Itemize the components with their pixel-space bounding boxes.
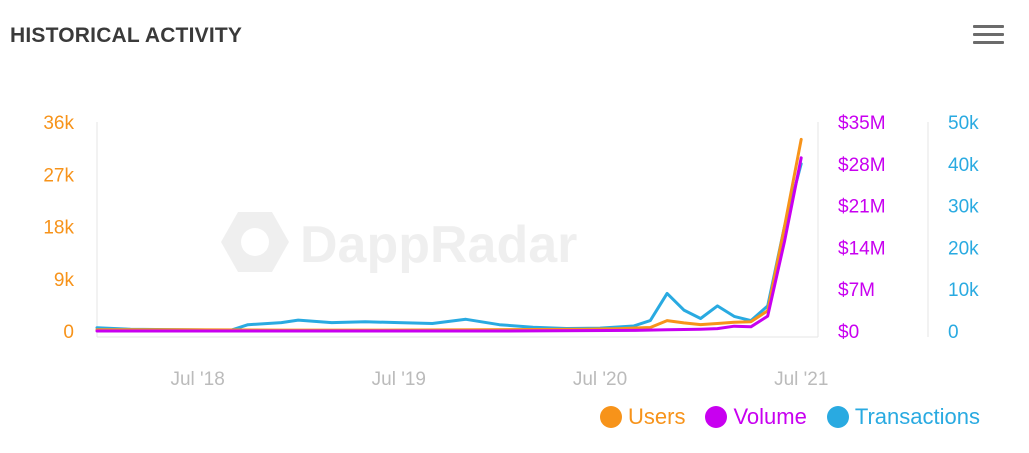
legend-dot-transactions — [826, 406, 849, 428]
legend-label-users: Users — [628, 404, 686, 429]
x-axis-tick-label: Jul '21 — [774, 369, 828, 390]
volume-axis-tick-label: $21M — [838, 197, 886, 218]
chart-legend: Users Volume Transactions — [600, 401, 980, 433]
volume-axis-tick-label: $35M — [838, 113, 886, 134]
transactions-axis-tick-label: 50k — [948, 113, 979, 134]
legend-item-volume[interactable]: Volume — [705, 404, 807, 430]
volume-axis-tick-label: $0 — [838, 322, 859, 343]
series-line-transactions — [95, 162, 803, 332]
x-axis-tick-label: Jul '20 — [573, 369, 627, 390]
watermark-text: DappRadar — [300, 216, 577, 274]
transactions-axis-tick-label: 30k — [948, 197, 979, 218]
x-axis-tick-label: Jul '19 — [372, 369, 426, 390]
series-line-volume — [95, 156, 803, 333]
watermark: DappRadar — [221, 212, 577, 274]
legend-item-transactions[interactable]: Transactions — [826, 404, 980, 430]
transactions-axis-tick-label: 10k — [948, 280, 979, 301]
users-axis-tick-label: 36k — [43, 113, 74, 134]
transactions-axis-tick-label: 0 — [948, 322, 959, 343]
transactions-axis-tick-label: 20k — [948, 238, 979, 259]
legend-dot-users — [600, 406, 622, 428]
legend-label-transactions: Transactions — [854, 404, 980, 429]
users-axis-tick-label: 0 — [63, 322, 74, 343]
legend-item-users[interactable]: Users — [600, 404, 685, 430]
users-axis-tick-label: 27k — [43, 165, 74, 186]
legend-label-volume: Volume — [733, 404, 807, 429]
volume-axis-tick-label: $28M — [838, 155, 886, 176]
hamburger-menu-icon[interactable] — [973, 24, 1005, 46]
volume-axis-tick-label: $14M — [838, 238, 886, 259]
volume-axis-tick-label: $7M — [838, 280, 875, 301]
users-axis-tick-label: 9k — [54, 270, 75, 291]
watermark-logo-icon — [221, 212, 289, 272]
users-axis-tick-label: 18k — [43, 218, 74, 239]
watermark-logo-hole — [241, 228, 269, 256]
legend-dot-volume — [705, 406, 728, 428]
transactions-axis-tick-label: 40k — [948, 155, 979, 176]
x-axis-tick-label: Jul '18 — [170, 369, 224, 390]
page-title: HISTORICAL ACTIVITY — [10, 24, 243, 47]
